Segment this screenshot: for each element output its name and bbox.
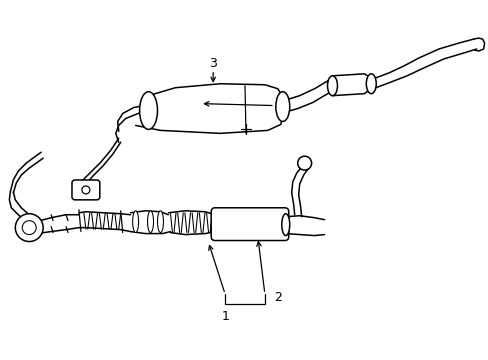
FancyBboxPatch shape [72,180,100,200]
Ellipse shape [327,76,337,96]
Circle shape [297,156,311,170]
Ellipse shape [157,211,163,233]
Circle shape [22,221,36,235]
Circle shape [82,186,90,194]
Ellipse shape [147,211,153,233]
Text: 2: 2 [273,291,281,303]
Ellipse shape [366,74,375,94]
Ellipse shape [281,214,289,235]
FancyBboxPatch shape [211,208,288,240]
Ellipse shape [139,92,157,129]
Text: 1: 1 [221,310,228,323]
Ellipse shape [275,92,289,121]
Text: 3: 3 [209,57,217,71]
Circle shape [15,214,43,242]
Ellipse shape [132,211,138,233]
